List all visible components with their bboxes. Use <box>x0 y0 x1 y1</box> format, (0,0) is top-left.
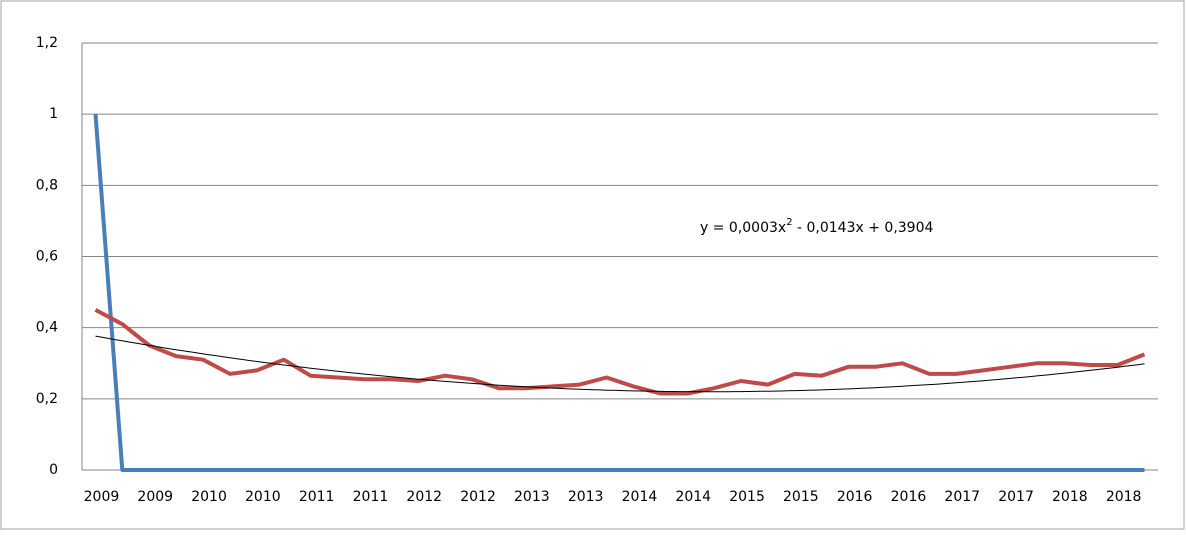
x-tick-label: 2015 <box>729 489 765 505</box>
x-tick-label: 2014 <box>675 489 711 505</box>
x-tick-label: 2011 <box>299 489 335 505</box>
equation-exponent: 2 <box>786 217 792 228</box>
x-tick-label: 2010 <box>191 489 227 505</box>
x-tick-label: 2013 <box>514 489 550 505</box>
x-tick-label: 2014 <box>622 489 658 505</box>
x-tick-label: 2011 <box>353 489 389 505</box>
x-tick-label: 2010 <box>245 489 281 505</box>
x-tick-label: 2009 <box>137 489 173 505</box>
x-tick-label: 2016 <box>891 489 927 505</box>
y-tick-label: 1,2 <box>36 35 58 51</box>
x-tick-label: 2018 <box>1052 489 1088 505</box>
x-tick-label: 2015 <box>783 489 819 505</box>
x-tick-label: 2009 <box>84 489 120 505</box>
equation-part: y = 0,0003x <box>700 220 786 236</box>
x-tick-label: 2017 <box>944 489 980 505</box>
y-tick-label: 1 <box>49 106 58 122</box>
y-tick-label: 0,2 <box>36 391 58 407</box>
x-tick-label: 2013 <box>568 489 604 505</box>
y-tick-label: 0,6 <box>36 249 58 265</box>
y-tick-label: 0,4 <box>36 320 58 336</box>
series-line <box>93 114 1145 472</box>
trendline <box>95 335 1145 393</box>
x-tick-label: 2017 <box>998 489 1034 505</box>
x-tick-label: 2018 <box>1106 489 1142 505</box>
trendline-equation: y = 0,0003x2 - 0,0143x + 0,3904 <box>700 217 933 236</box>
y-tick-label: 0,8 <box>36 177 58 193</box>
y-tick-label: 0 <box>49 462 58 478</box>
series-line <box>94 308 1146 396</box>
x-tick-label: 2016 <box>837 489 873 505</box>
equation-part: - 0,0143x + 0,3904 <box>793 220 934 236</box>
x-tick-label: 2012 <box>460 489 496 505</box>
x-tick-label: 2012 <box>406 489 442 505</box>
